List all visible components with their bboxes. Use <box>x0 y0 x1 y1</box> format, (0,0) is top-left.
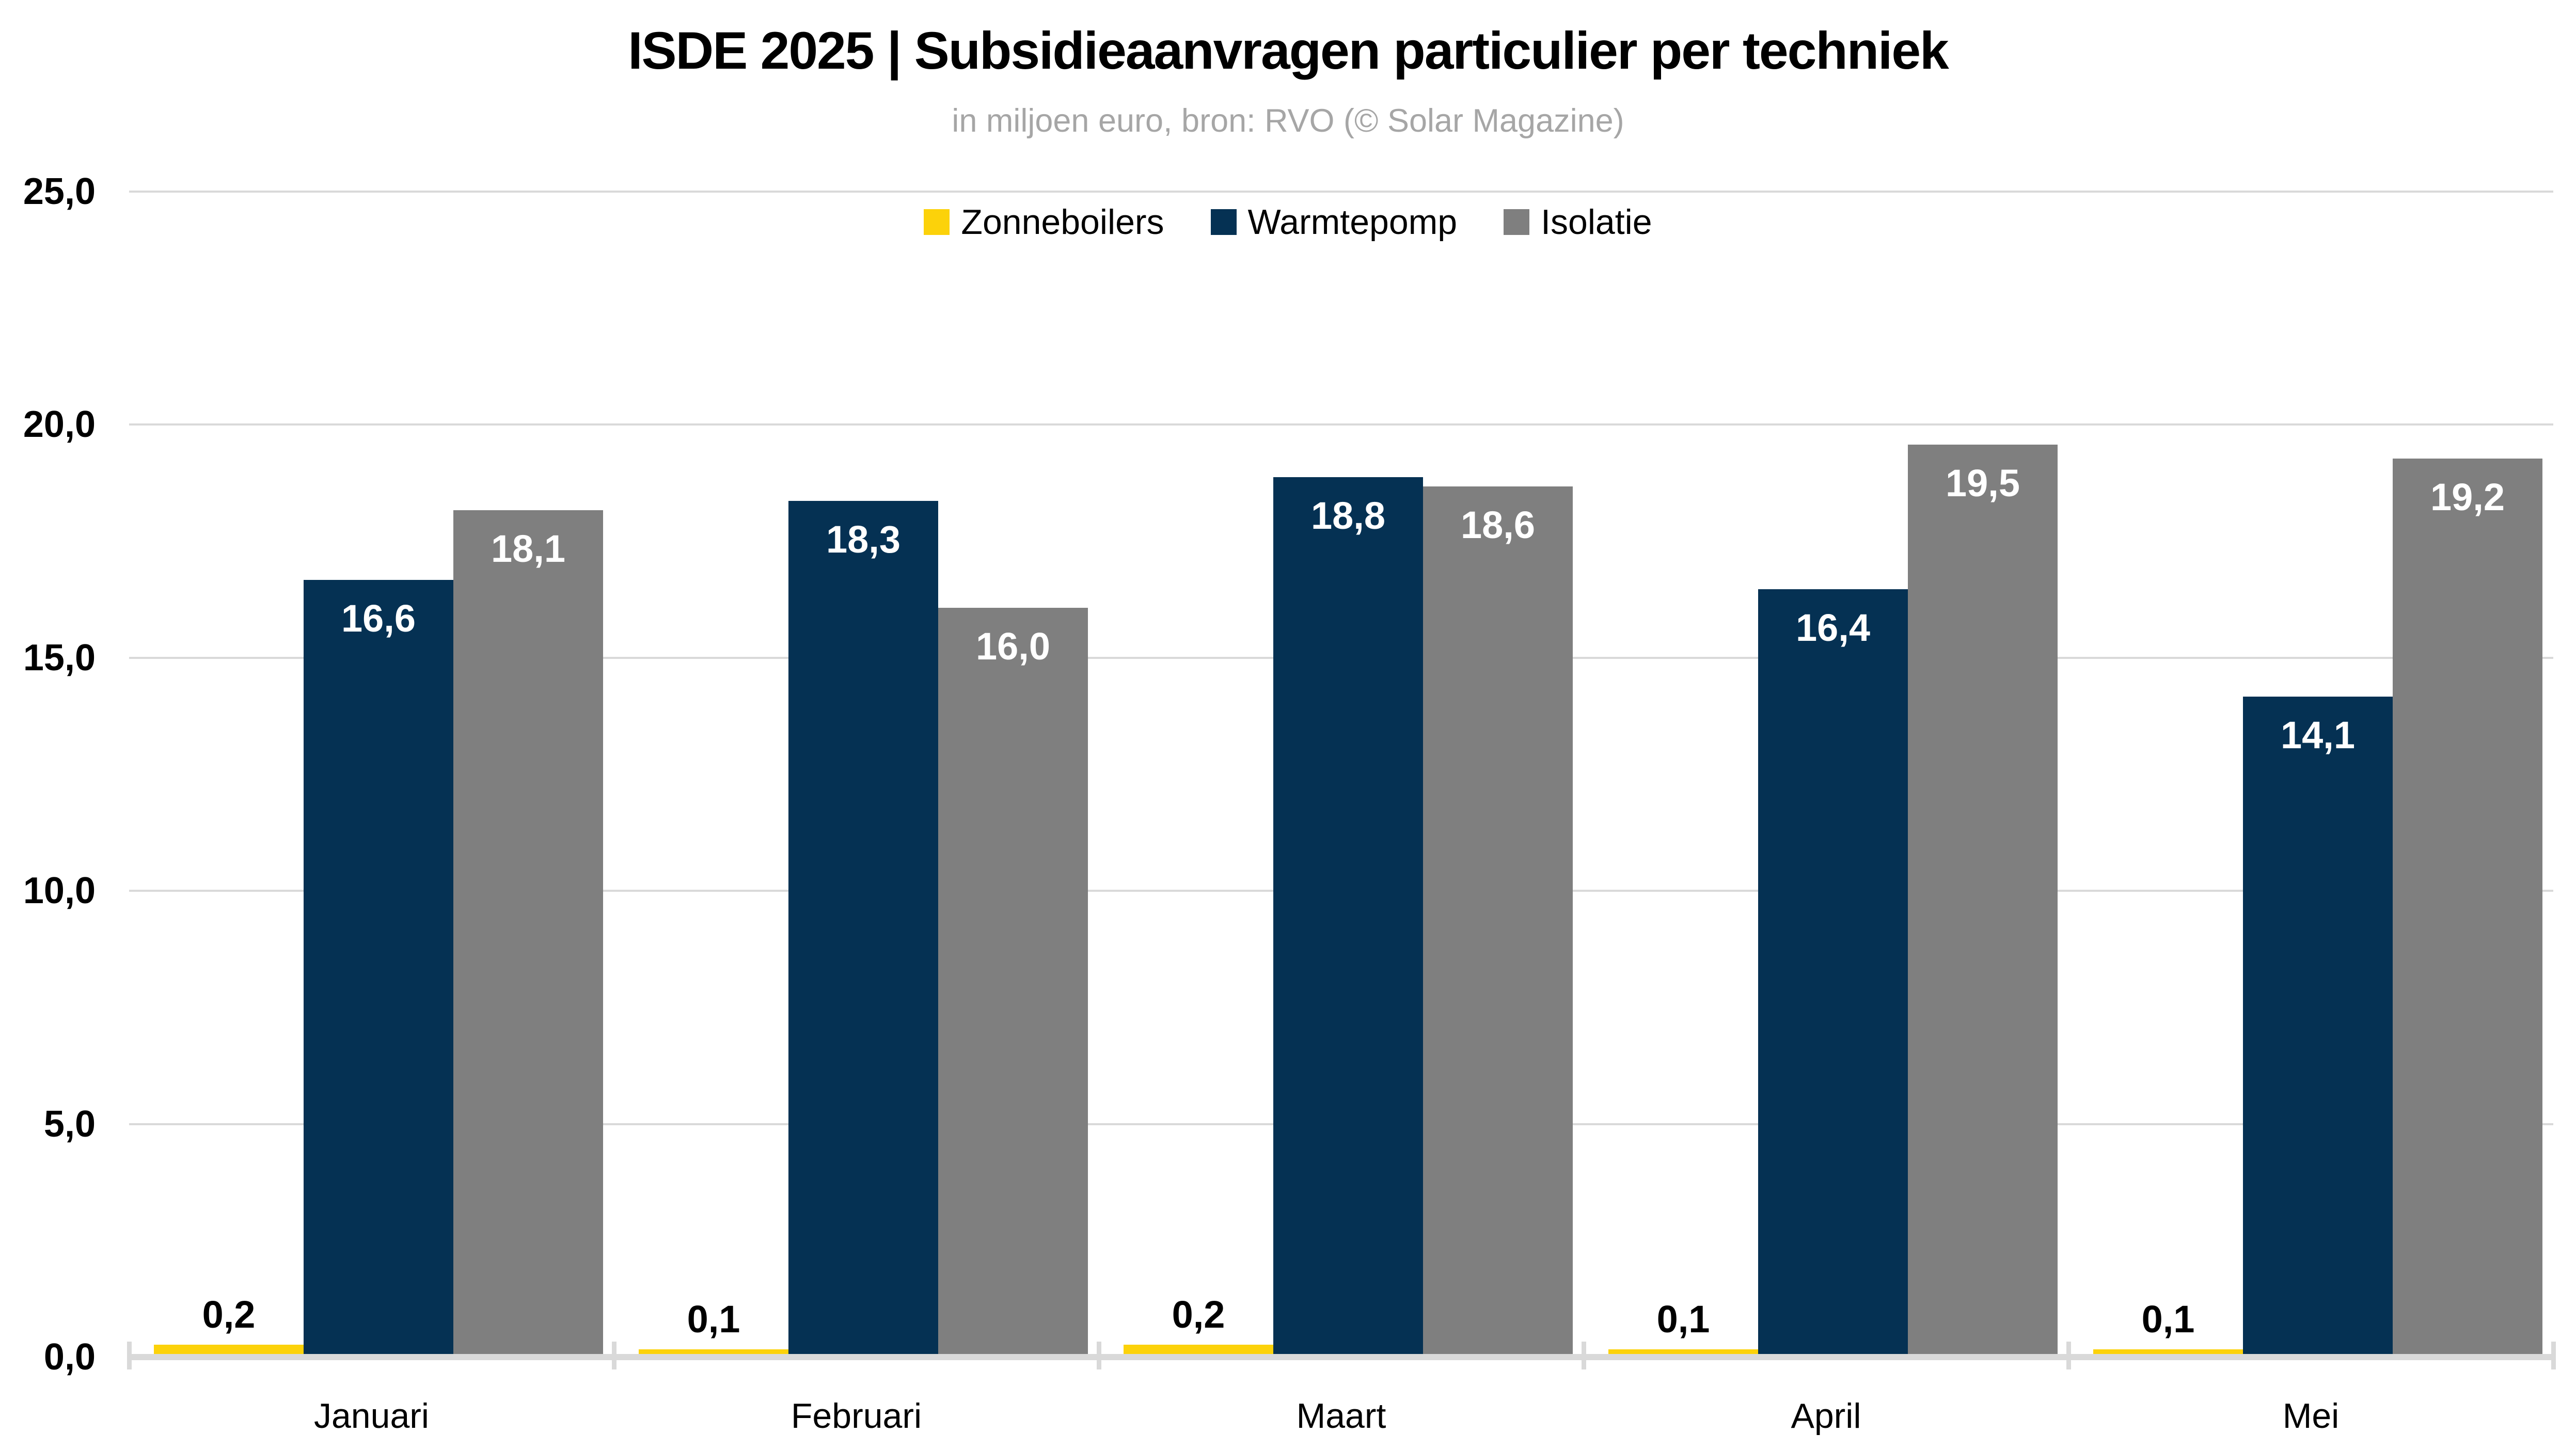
bar-warmtepomp-januari: 16,6 <box>304 580 453 1354</box>
x-axis-category-label: Mei <box>2282 1396 2340 1436</box>
bar-isolatie-februari: 16,0 <box>938 608 1088 1354</box>
bar-value-label: 18,1 <box>491 527 566 570</box>
x-axis-tick <box>1581 1342 1586 1369</box>
bar-isolatie-april: 19,5 <box>1908 445 2058 1354</box>
bar-zonneboilers-mei <box>2093 1349 2243 1354</box>
bar-value-label: 0,1 <box>2141 1298 2195 1341</box>
legend-label: Zonneboilers <box>961 202 1164 242</box>
bar-value-label: 14,1 <box>2280 714 2356 757</box>
bar-isolatie-mei: 19,2 <box>2393 459 2542 1354</box>
bar-value-label: 19,5 <box>1945 462 2020 505</box>
bar-value-label: 0,1 <box>1656 1298 1710 1341</box>
bar-warmtepomp-mei: 14,1 <box>2243 697 2393 1354</box>
legend-label: Warmtepomp <box>1247 202 1458 242</box>
legend-swatch-warmtepomp-icon <box>1210 209 1237 235</box>
legend-item-warmtepomp: Warmtepomp <box>1210 202 1458 242</box>
legend-label: Isolatie <box>1541 202 1652 242</box>
y-axis-tick-label: 10,0 <box>23 870 96 911</box>
legend: Zonneboilers Warmtepomp Isolatie <box>0 204 2576 240</box>
y-axis-tick-label: 25,0 <box>23 170 96 212</box>
x-axis-category-label: Maart <box>1296 1396 1386 1436</box>
legend-item-zonneboilers: Zonneboilers <box>924 204 1164 240</box>
bar-warmtepomp-februari: 18,3 <box>788 501 938 1354</box>
x-axis-tick <box>2066 1342 2071 1369</box>
y-axis-tick-label: 15,0 <box>23 637 96 679</box>
bar-zonneboilers-april <box>1608 1349 1758 1354</box>
x-axis-tick <box>127 1342 132 1369</box>
x-axis-category-label: April <box>1791 1396 1861 1436</box>
bar-value-label: 18,6 <box>1460 503 1536 546</box>
x-axis-tick <box>2551 1342 2556 1369</box>
bar-value-label: 18,3 <box>826 518 901 561</box>
bar-isolatie-maart: 18,6 <box>1423 486 1573 1354</box>
bar-warmtepomp-april: 16,4 <box>1758 589 1908 1354</box>
x-axis-tick <box>1096 1342 1101 1369</box>
bar-value-label: 0,1 <box>687 1298 740 1341</box>
legend-item-isolatie: Isolatie <box>1504 204 1652 240</box>
bar-zonneboilers-januari <box>154 1345 304 1354</box>
chart-title: ISDE 2025 | Subsidieaanvragen particulie… <box>628 21 1949 80</box>
y-axis-tick-label: 0,0 <box>43 1336 96 1378</box>
bar-value-label: 19,2 <box>2430 476 2505 518</box>
bar-value-label: 18,8 <box>1310 494 1386 537</box>
x-axis-category-label: Februari <box>791 1396 922 1436</box>
gridline <box>129 190 2553 193</box>
bar-zonneboilers-maart <box>1124 1345 1273 1354</box>
legend-swatch-zonneboilers-icon <box>924 209 950 235</box>
x-axis-line <box>129 1354 2553 1360</box>
x-axis-tick <box>611 1342 617 1369</box>
bar-zonneboilers-februari <box>639 1349 788 1354</box>
bar-value-label: 16,0 <box>975 625 1051 668</box>
bar-isolatie-januari: 18,1 <box>453 510 603 1354</box>
legend-swatch-isolatie-icon <box>1504 209 1530 235</box>
bar-warmtepomp-maart: 18,8 <box>1273 477 1423 1354</box>
bar-value-label: 0,2 <box>202 1293 256 1336</box>
bar-value-label: 16,6 <box>341 597 416 640</box>
chart-subtitle: in miljoen euro, bron: RVO (© Solar Maga… <box>952 103 1624 139</box>
gridline <box>129 423 2553 426</box>
bar-value-label: 16,4 <box>1795 606 1871 649</box>
y-axis-tick-label: 20,0 <box>23 404 96 445</box>
y-axis-tick-label: 5,0 <box>43 1103 96 1145</box>
x-axis-category-label: Januari <box>313 1396 430 1436</box>
bar-value-label: 0,2 <box>1172 1293 1225 1336</box>
